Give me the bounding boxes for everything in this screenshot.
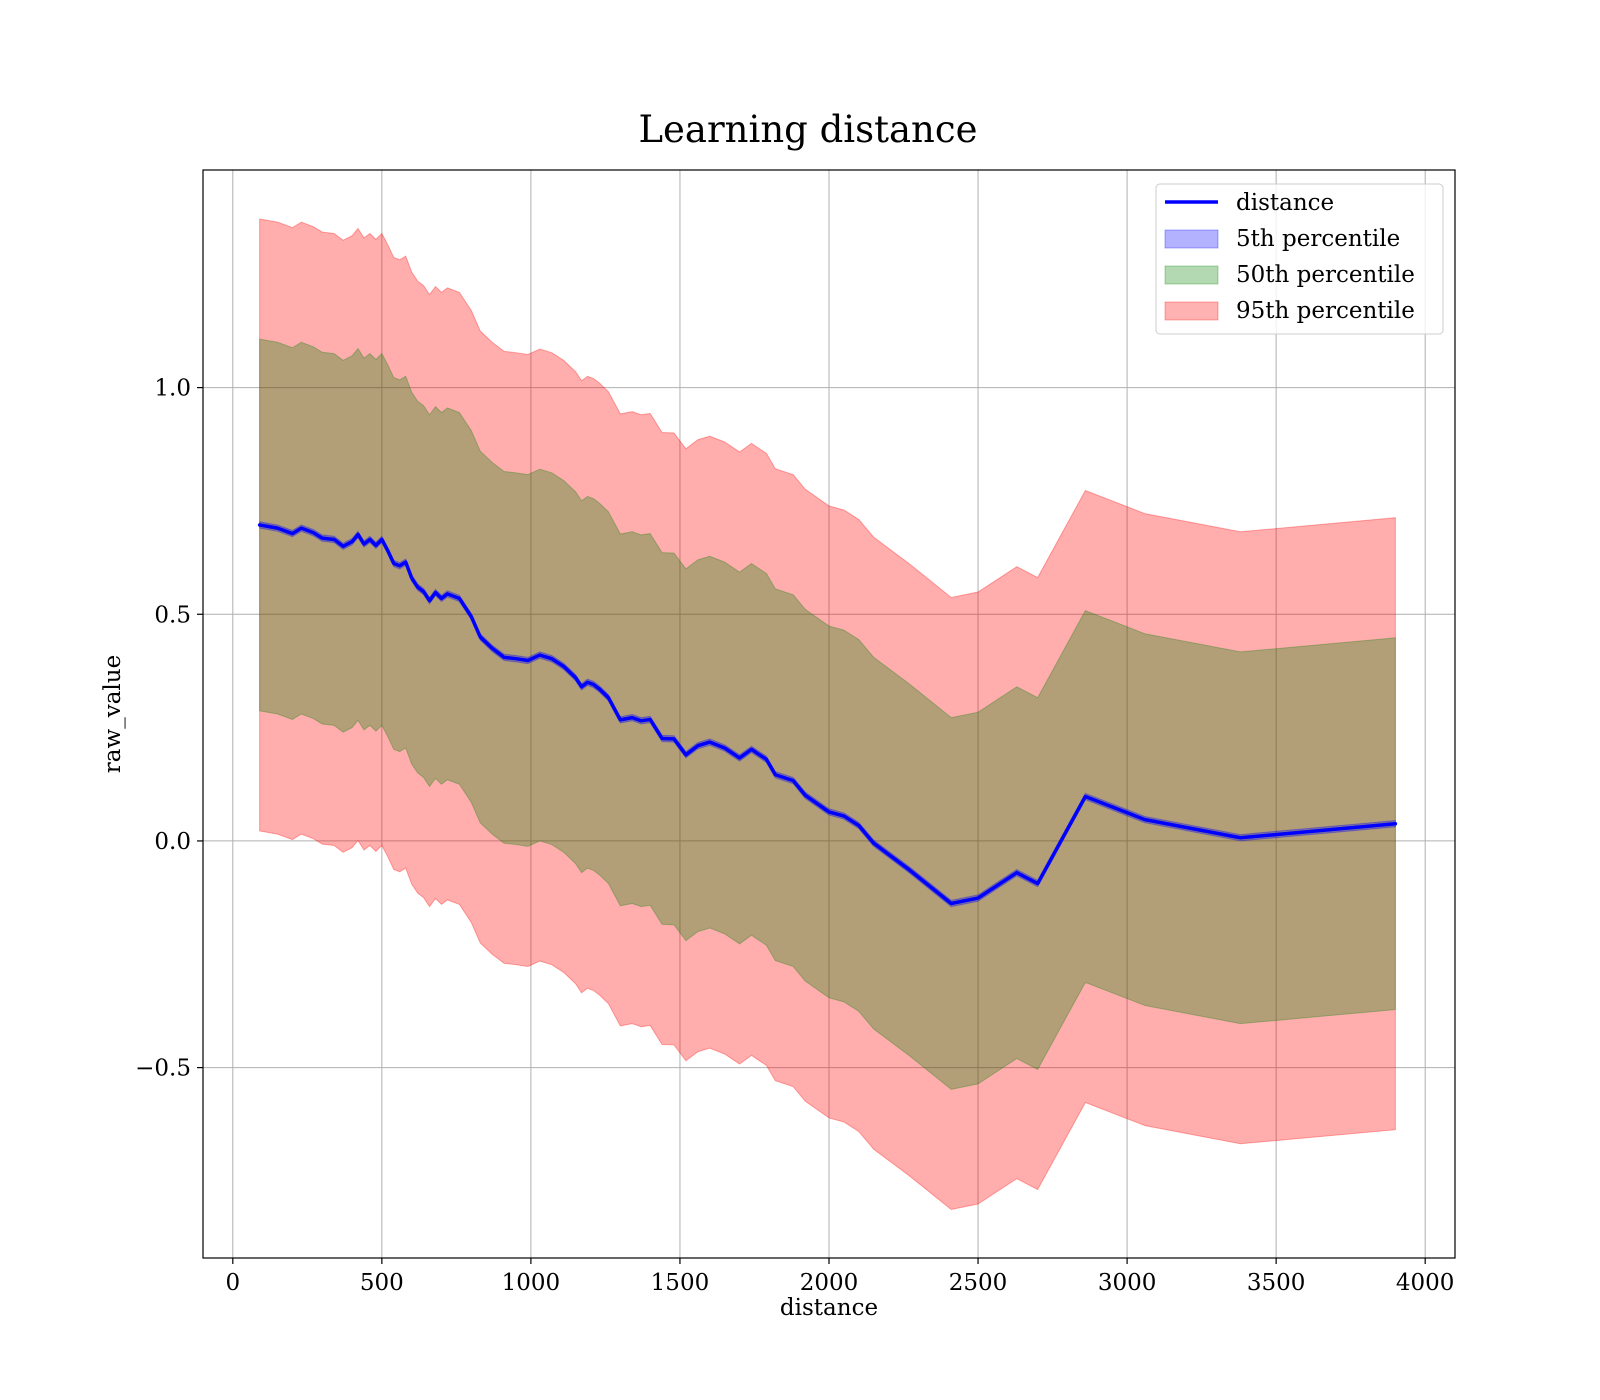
- grid: [203, 170, 1455, 1258]
- x-tick-label: 2500: [949, 1270, 1008, 1296]
- x-tick-label: 0: [225, 1270, 240, 1296]
- x-tick-label: 1000: [502, 1270, 561, 1296]
- y-axis-label: raw_value: [100, 655, 126, 773]
- y-tick-label: −0.5: [135, 1056, 191, 1082]
- legend-label-distance: distance: [1236, 190, 1334, 216]
- legend-swatch-50th-percentile: [1164, 265, 1219, 285]
- y-axis-ticks: −0.5 0.0 0.5 1.0: [135, 376, 203, 1082]
- legend-label-50th-percentile: 50th percentile: [1236, 262, 1415, 288]
- y-tick-label: 1.0: [154, 376, 191, 402]
- legend-label-95th-percentile: 95th percentile: [1236, 298, 1415, 324]
- y-tick-label: 0.5: [154, 602, 191, 628]
- legend-box: [1155, 183, 1444, 335]
- x-tick-label: 4000: [1396, 1270, 1455, 1296]
- x-axis-label: distance: [780, 1295, 878, 1321]
- band-5th-percentile: [259, 521, 1396, 908]
- x-tick-label: 500: [360, 1270, 404, 1296]
- series-lines: [257, 523, 1398, 906]
- chart-title: Learning distance: [638, 108, 977, 151]
- y-tick-label: 0.0: [154, 829, 191, 855]
- percentile-bands: [259, 218, 1396, 1211]
- band-50th-percentile: [259, 338, 1396, 1090]
- legend-swatch-5th-percentile: [1164, 229, 1219, 249]
- x-tick-label: 1500: [651, 1270, 710, 1296]
- x-tick-label: 3500: [1247, 1270, 1306, 1296]
- series-line-distance: [257, 523, 1398, 906]
- legend: distance 5th percentile 50th percentile …: [1155, 183, 1444, 335]
- band-95th-percentile: [259, 218, 1396, 1211]
- x-tick-label: 3000: [1098, 1270, 1157, 1296]
- legend-label-5th-percentile: 5th percentile: [1236, 226, 1400, 252]
- x-axis-ticks: 0 500 1000 1500 2000 2500 3000 3500 4000: [225, 1258, 1454, 1296]
- x-tick-label: 2000: [800, 1270, 859, 1296]
- legend-swatch-95th-percentile: [1164, 301, 1219, 321]
